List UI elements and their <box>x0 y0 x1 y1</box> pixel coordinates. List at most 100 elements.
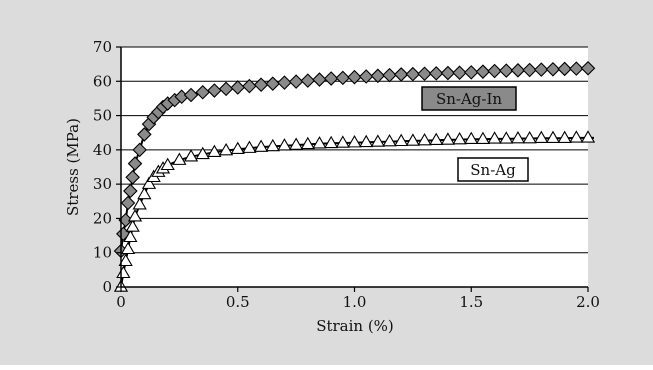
marker-sn-ag-in-25 <box>288 74 304 89</box>
marker-sn-ag-47 <box>557 130 572 143</box>
marker-sn-ag-in-27 <box>312 72 327 87</box>
marker-sn-ag-7 <box>132 197 147 210</box>
marker-sn-ag-in-30 <box>347 69 362 85</box>
y-axis-title: Stress (MPa) <box>64 118 82 216</box>
marker-sn-ag-in-19 <box>218 81 234 97</box>
gridlines <box>121 46 588 254</box>
marker-sn-ag-in-29 <box>335 70 351 86</box>
marker-sn-ag-43 <box>510 130 526 144</box>
marker-sn-ag-40 <box>475 131 491 145</box>
marker-sn-ag-in-8 <box>137 127 152 142</box>
x-tick-label-3: 1.5 <box>459 293 483 311</box>
marker-sn-ag-18 <box>218 142 234 156</box>
x-axis-title: Strain (%) <box>316 317 394 335</box>
marker-sn-ag-9 <box>141 176 157 189</box>
marker-sn-ag-in-33 <box>382 67 397 83</box>
x-tick-label-2: 1.0 <box>343 293 367 311</box>
marker-sn-ag-in-16 <box>183 87 199 103</box>
y-tick-label-3: 30 <box>93 175 112 193</box>
marker-sn-ag-24 <box>288 137 304 150</box>
marker-sn-ag-37 <box>440 132 456 145</box>
marker-sn-ag-in-22 <box>253 77 269 92</box>
marker-sn-ag-45 <box>534 130 549 143</box>
marker-sn-ag-in-32 <box>370 68 386 84</box>
legend-label-sn-ag-in-box <box>421 86 517 111</box>
marker-sn-ag-17 <box>207 144 222 158</box>
marker-sn-ag-in-40 <box>463 65 479 80</box>
marker-sn-ag-in-49 <box>569 61 584 76</box>
marker-sn-ag-27 <box>324 135 339 149</box>
marker-sn-ag-38 <box>452 131 467 145</box>
marker-sn-ag-48 <box>569 130 584 143</box>
marker-sn-ag-8 <box>137 186 152 200</box>
marker-sn-ag-in-7 <box>132 142 147 158</box>
marker-sn-ag-1 <box>116 265 131 279</box>
marker-sn-ag-in-3 <box>120 195 136 211</box>
marker-sn-ag-26 <box>312 136 327 149</box>
marker-sn-ag-in-41 <box>475 64 491 79</box>
legend-label-sn-ag-in: Sn-Ag-In <box>421 86 517 111</box>
marker-sn-ag-in-43 <box>498 63 514 78</box>
marker-sn-ag-13 <box>160 157 175 171</box>
legend-label-sn-ag: Sn-Ag <box>457 157 529 182</box>
marker-sn-ag-20 <box>242 140 257 153</box>
marker-sn-ag-in-46 <box>534 62 549 77</box>
marker-sn-ag-32 <box>382 134 397 147</box>
marker-sn-ag-35 <box>417 132 432 146</box>
marker-sn-ag-in-42 <box>487 63 502 79</box>
marker-sn-ag-in-21 <box>242 78 257 94</box>
marker-sn-ag-in-23 <box>265 76 281 91</box>
y-tick-label-2: 20 <box>93 209 112 227</box>
marker-sn-ag-42 <box>499 131 514 144</box>
marker-sn-ag-19 <box>230 141 245 154</box>
y-tick-label-4: 40 <box>93 141 112 159</box>
marker-sn-ag-39 <box>464 131 479 145</box>
marker-sn-ag-in-35 <box>405 66 421 82</box>
marker-sn-ag-5 <box>125 219 140 232</box>
marker-sn-ag-21 <box>253 139 269 152</box>
marker-sn-ag-in-17 <box>195 84 211 100</box>
marker-sn-ag-16 <box>195 146 210 160</box>
y-tick-label-0: 0 <box>102 278 112 296</box>
y-tick-label-1: 10 <box>93 244 112 262</box>
marker-sn-ag-in-48 <box>557 61 572 77</box>
marker-sn-ag-15 <box>183 149 199 162</box>
marker-sn-ag-in-38 <box>440 65 456 81</box>
marker-sn-ag-2 <box>118 253 133 267</box>
marker-sn-ag-in-5 <box>125 170 140 185</box>
marker-sn-ag-in-50 <box>580 60 596 76</box>
marker-sn-ag-4 <box>123 229 138 243</box>
marker-sn-ag-31 <box>370 134 385 147</box>
marker-sn-ag-in-39 <box>452 65 467 80</box>
x-tick-label-4: 2.0 <box>576 293 600 311</box>
marker-sn-ag-46 <box>545 130 561 143</box>
marker-sn-ag-49 <box>580 130 596 143</box>
marker-sn-ag-6 <box>127 209 143 222</box>
marker-sn-ag-14 <box>172 152 187 165</box>
marker-sn-ag-28 <box>335 135 350 148</box>
y-tick-label-7: 70 <box>93 38 112 56</box>
marker-sn-ag-in-44 <box>510 63 526 78</box>
marker-sn-ag-in-18 <box>207 83 222 98</box>
x-tick-label-0: 0 <box>116 293 126 311</box>
marker-sn-ag-25 <box>300 136 315 150</box>
marker-sn-ag-22 <box>265 138 280 152</box>
marker-sn-ag-in-47 <box>545 62 561 77</box>
marker-sn-ag-36 <box>429 132 444 146</box>
ticks: 0 10 20 30 40 50 60 70 0 0.5 1.0 1.5 2.0 <box>93 38 600 311</box>
marker-sn-ag-in-34 <box>393 67 409 82</box>
marker-sn-ag-in-31 <box>358 69 374 84</box>
marker-sn-ag-30 <box>359 134 374 148</box>
marker-sn-ag-in-24 <box>277 75 292 90</box>
marker-sn-ag-33 <box>394 133 409 147</box>
marker-sn-ag-in-36 <box>417 66 432 82</box>
legend-label-sn-ag-in-text: Sn-Ag-In <box>436 90 502 108</box>
marker-sn-ag-in-20 <box>230 80 246 95</box>
marker-sn-ag-29 <box>347 135 362 148</box>
marker-sn-ag-34 <box>405 133 421 146</box>
marker-sn-ag-in-6 <box>127 156 143 171</box>
y-tick-label-5: 50 <box>93 107 112 125</box>
marker-sn-ag-in-28 <box>323 71 339 86</box>
legend-label-sn-ag-box <box>457 157 529 182</box>
